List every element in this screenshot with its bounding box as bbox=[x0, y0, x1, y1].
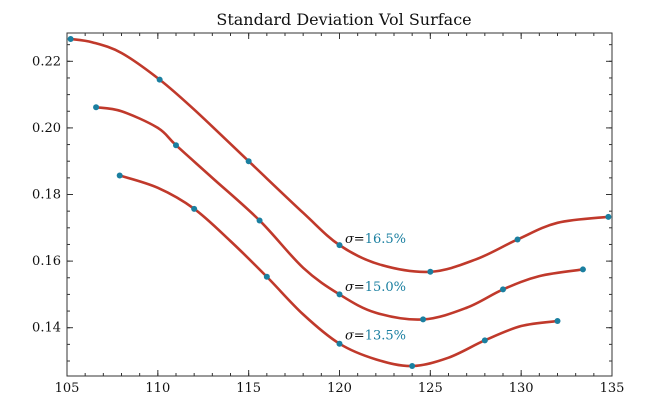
curve-label-symbol: σ= bbox=[345, 280, 365, 295]
y-tick-label: 0.18 bbox=[32, 188, 61, 203]
curve-label-symbol: σ= bbox=[345, 232, 365, 247]
data-point bbox=[116, 172, 123, 179]
x-tick-label: 105 bbox=[55, 381, 80, 396]
x-tick-label: 120 bbox=[327, 381, 352, 396]
data-point bbox=[579, 266, 586, 273]
data-point bbox=[67, 35, 74, 42]
x-tick-label: 135 bbox=[600, 381, 625, 396]
curve-label-2: σ=13.5% bbox=[345, 328, 406, 343]
data-point bbox=[173, 142, 179, 149]
series-layer bbox=[67, 35, 612, 370]
data-point bbox=[500, 286, 506, 293]
curve-label-0: σ=16.5% bbox=[345, 232, 406, 247]
data-point bbox=[245, 158, 252, 165]
data-point bbox=[427, 268, 434, 275]
y-tick-label: 0.22 bbox=[32, 54, 61, 69]
y-tick-label: 0.20 bbox=[32, 121, 61, 136]
data-point bbox=[191, 205, 198, 212]
curve-labels: σ=16.5%σ=15.0%σ=13.5% bbox=[345, 232, 406, 344]
x-tick-label: 125 bbox=[418, 381, 443, 396]
series-line-1 bbox=[94, 105, 585, 321]
data-point bbox=[481, 337, 488, 344]
data-point bbox=[409, 363, 416, 370]
data-point bbox=[156, 76, 163, 83]
series-line-2 bbox=[118, 174, 559, 368]
series-line-0 bbox=[69, 37, 610, 274]
data-point bbox=[93, 104, 100, 111]
data-point bbox=[605, 213, 612, 220]
curve-label-value: 15.0% bbox=[365, 280, 406, 295]
data-point bbox=[263, 273, 270, 280]
curve-label-value: 13.5% bbox=[365, 328, 406, 343]
x-tick-label: 110 bbox=[145, 381, 170, 396]
data-point bbox=[336, 242, 343, 249]
curve-label-1: σ=15.0% bbox=[345, 280, 406, 295]
curve-label-symbol: σ= bbox=[345, 328, 365, 343]
curve-label-value: 16.5% bbox=[365, 232, 406, 247]
y-tick-label: 0.16 bbox=[32, 254, 61, 269]
data-point bbox=[336, 291, 343, 298]
data-point bbox=[514, 236, 521, 243]
x-axis: 105 110 115 120 125 130 135 bbox=[55, 33, 625, 396]
data-point bbox=[554, 318, 561, 325]
y-axis: 0.14 0.16 0.18 0.20 0.22 bbox=[32, 44, 612, 362]
x-tick-label: 115 bbox=[236, 381, 261, 396]
data-point bbox=[256, 217, 263, 224]
y-tick-label: 0.14 bbox=[32, 321, 61, 336]
x-tick-label: 130 bbox=[509, 381, 534, 396]
data-point bbox=[336, 340, 343, 347]
data-point bbox=[420, 316, 427, 323]
chart-title: Standard Deviation Vol Surface bbox=[216, 10, 471, 29]
